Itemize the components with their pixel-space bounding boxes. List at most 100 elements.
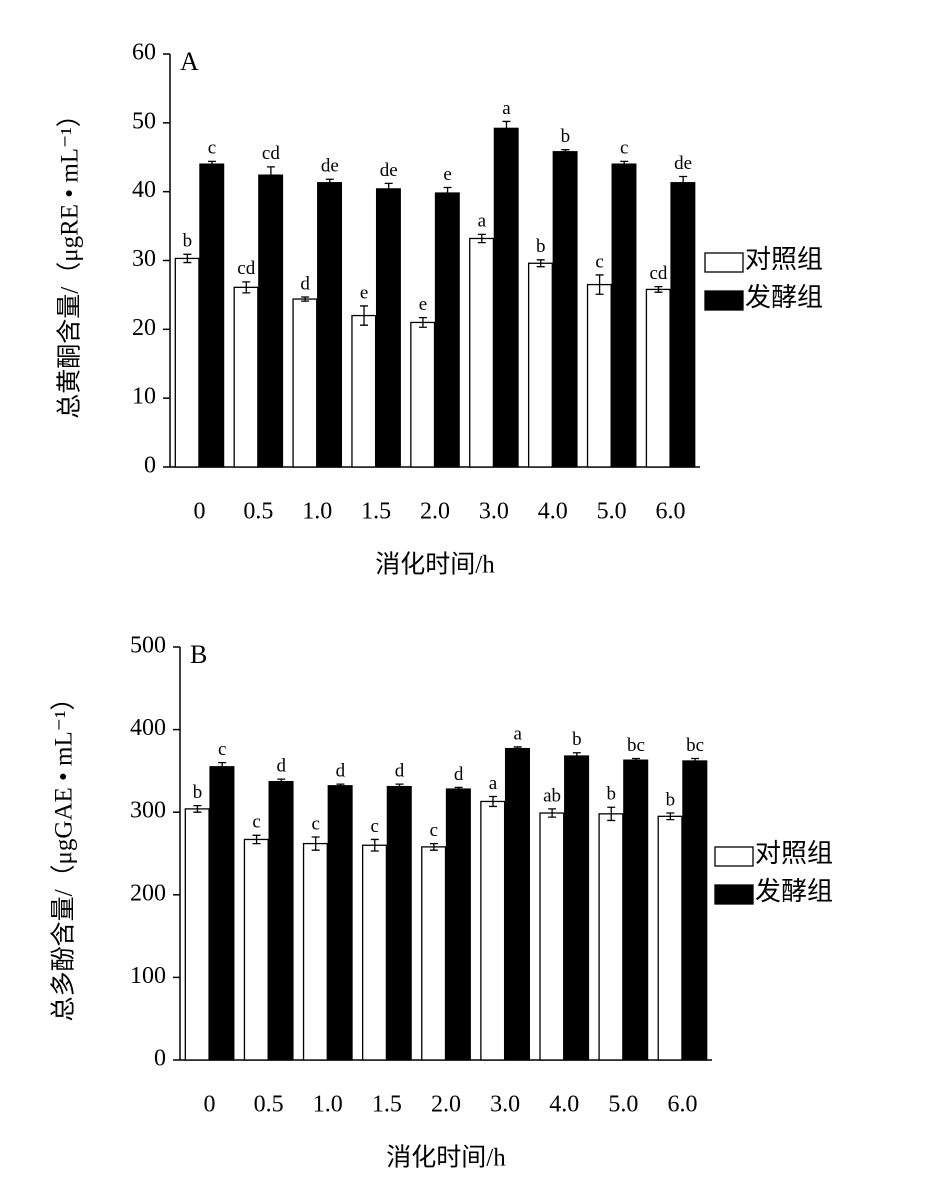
significance-letter: c: [371, 816, 379, 837]
bar: [493, 127, 519, 468]
error-bar: [620, 160, 629, 168]
bar: [421, 846, 447, 1061]
significance-letter: c: [595, 251, 603, 272]
y-tick-label: 60: [132, 40, 156, 66]
bar: [445, 788, 471, 1061]
legend-label: 对照组: [745, 245, 823, 274]
y-tick-label: 40: [132, 177, 156, 203]
x-tick-label: 3.0: [490, 1092, 520, 1118]
bar: [199, 163, 225, 468]
error-bar: [679, 175, 688, 190]
significance-letter: c: [430, 820, 438, 841]
bar: [327, 785, 353, 1061]
significance-letter: de: [674, 153, 692, 174]
bar: [611, 163, 637, 468]
error-bar: [311, 836, 320, 851]
significance-letter: bc: [686, 735, 704, 756]
x-tick-label: 2.0: [420, 499, 450, 525]
bar: [375, 188, 401, 468]
x-tick-label: 1.5: [361, 499, 391, 525]
x-tick-label: 3.0: [479, 499, 509, 525]
significance-letter: d: [277, 756, 287, 777]
significance-letter: d: [300, 273, 310, 294]
legend-swatch: [704, 290, 744, 311]
x-tick-label: 1.0: [302, 499, 332, 525]
error-bar: [301, 296, 310, 302]
significance-letter: b: [561, 126, 571, 147]
significance-letter: d: [454, 764, 464, 785]
x-tick-label: 1.0: [313, 1092, 343, 1118]
significance-letter: ab: [543, 785, 561, 806]
bar: [258, 174, 284, 468]
error-bar: [418, 316, 427, 328]
significance-letter: de: [380, 160, 398, 181]
y-tick-label: 100: [130, 963, 166, 989]
legend-swatch: [714, 846, 754, 867]
y-tick-label: 20: [132, 315, 156, 341]
error-bar: [429, 842, 438, 851]
y-tick-label: 50: [132, 108, 156, 134]
legend-swatch: [704, 252, 744, 273]
y-tick-label: 30: [132, 246, 156, 272]
x-tick-label: 2.0: [431, 1092, 461, 1118]
error-bar: [252, 834, 261, 845]
error-bar: [454, 786, 463, 792]
bar: [623, 759, 649, 1061]
significance-letter: c: [620, 138, 628, 159]
bar: [184, 808, 210, 1061]
error-bar: [607, 806, 616, 822]
significance-letter: e: [360, 282, 368, 303]
bar: [480, 800, 506, 1061]
legend-swatch: [714, 884, 754, 905]
error-bar: [277, 778, 286, 785]
y-tick-label: 10: [132, 384, 156, 410]
error-bar: [536, 259, 545, 268]
significance-letter: a: [489, 773, 498, 794]
y-tick-label: 500: [130, 633, 166, 659]
y-axis-label: 总多酚含量/（μgGAE • mL⁻¹）: [50, 686, 78, 1022]
significance-letter: bc: [627, 735, 645, 756]
bar: [564, 755, 590, 1061]
bar: [233, 286, 259, 468]
significance-letter: cd: [237, 258, 255, 279]
error-bar: [572, 752, 581, 760]
bar: [268, 780, 294, 1061]
bar: [302, 842, 328, 1061]
significance-letter: de: [321, 156, 339, 177]
bar: [434, 192, 460, 468]
error-bar: [266, 166, 275, 185]
error-bar: [654, 286, 663, 293]
y-tick-label: 0: [154, 1046, 166, 1072]
significance-letter: b: [536, 236, 546, 257]
error-bar: [395, 783, 404, 790]
bar: [670, 182, 696, 468]
x-tick-label: 4.0: [549, 1092, 579, 1118]
bar: [469, 237, 495, 468]
significance-letter: b: [666, 789, 676, 810]
error-bar: [325, 178, 334, 187]
significance-letter: b: [183, 231, 193, 252]
error-bar: [561, 149, 570, 155]
x-tick-label: 0: [193, 499, 205, 525]
x-axis-label: 消化时间/h: [386, 1144, 506, 1172]
bar: [174, 257, 200, 468]
bar: [552, 151, 578, 468]
bar: [386, 785, 412, 1061]
significance-letter: c: [218, 739, 226, 760]
x-axis-label: 消化时间/h: [375, 551, 495, 579]
error-bar: [631, 757, 640, 763]
bar: [586, 283, 612, 468]
significance-letter: c: [311, 813, 319, 834]
bar: [209, 766, 235, 1061]
bar: [504, 747, 530, 1061]
y-tick-label: 400: [130, 715, 166, 741]
y-tick-label: 300: [130, 798, 166, 824]
error-bar: [666, 812, 675, 821]
bar: [527, 262, 553, 468]
x-tick-label: 4.0: [538, 499, 568, 525]
x-tick-label: 5.0: [608, 1092, 638, 1118]
error-bar: [502, 120, 511, 136]
significance-letter: b: [572, 729, 582, 750]
significance-letter: d: [395, 760, 405, 781]
legend-label: 发酵组: [755, 877, 833, 906]
